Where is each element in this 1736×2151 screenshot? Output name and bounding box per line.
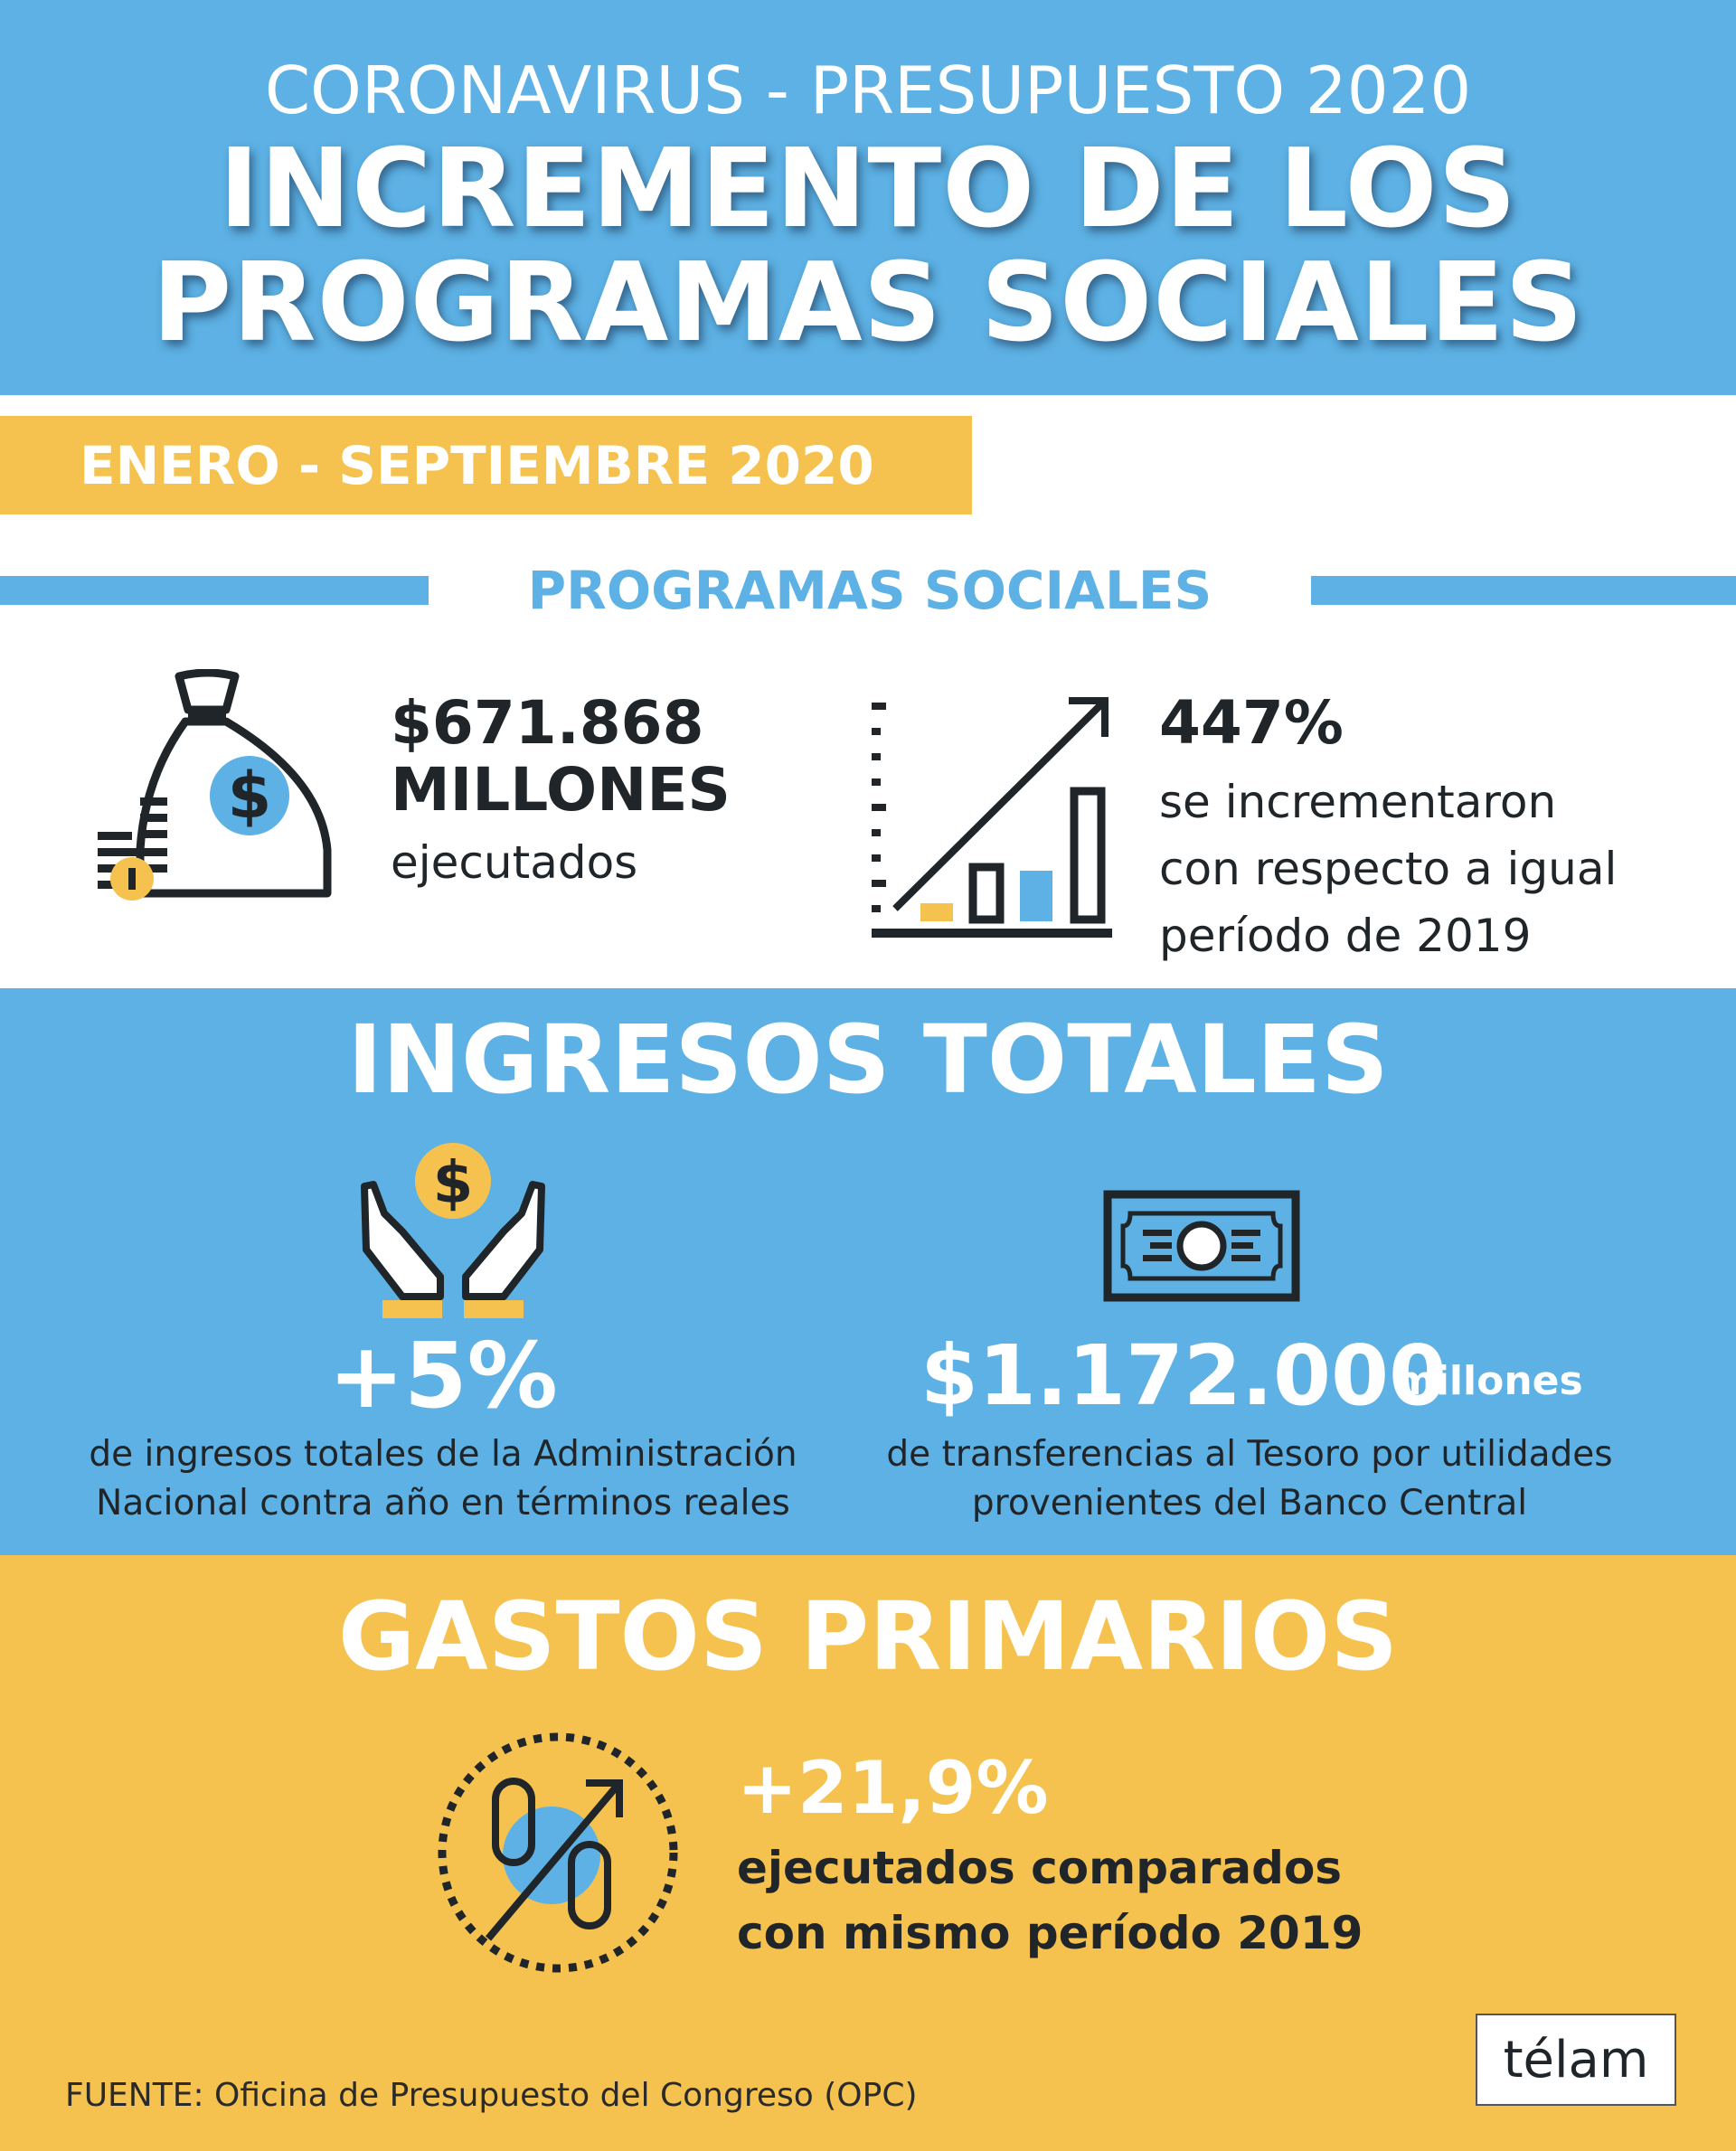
ingresos-right-unit: millones — [1394, 1358, 1583, 1404]
source-note: FUENTE: Oficina de Presupuesto del Congr… — [65, 2077, 918, 2114]
ingresos-right-value: $1.172.000 — [920, 1327, 1448, 1424]
gastos-desc-2: con mismo período 2019 — [737, 1907, 1363, 1959]
programas-amount-desc: ejecutados — [391, 836, 638, 889]
period-banner — [0, 416, 972, 514]
banknote-icon — [1103, 1190, 1300, 1302]
header-title-line1: INCREMENTO DE LOS — [219, 127, 1517, 252]
ingresos-section — [0, 988, 1736, 1555]
svg-text:$: $ — [433, 1150, 474, 1217]
programas-heading: PROGRAMAS SOCIALES — [527, 560, 1212, 621]
header-band — [0, 0, 1736, 395]
telam-logo: télam — [1476, 2014, 1676, 2106]
period-label: ENERO - SEPTIEMBRE 2020 — [80, 435, 874, 496]
ingresos-left-desc-2: Nacional contra año en términos reales — [96, 1483, 790, 1524]
gastos-heading: GASTOS PRIMARIOS — [337, 1581, 1399, 1692]
money-bag-icon: $ — [98, 669, 332, 901]
divider-left — [0, 576, 429, 605]
growth-chart-icon — [872, 697, 1112, 938]
programas-growth-desc-1: se incrementaron — [1159, 776, 1557, 828]
header-title-line2: PROGRAMAS SOCIALES — [152, 241, 1584, 366]
percent-up-icon — [438, 1732, 678, 1973]
header-kicker: CORONAVIRUS - PRESUPUESTO 2020 — [264, 52, 1472, 128]
programas-amount: $671.868 — [391, 688, 704, 758]
gastos-value: +21,9% — [737, 1746, 1049, 1830]
programas-growth: 447% — [1159, 688, 1344, 758]
gastos-section — [0, 1555, 1736, 2151]
gastos-desc-1: ejecutados comparados — [737, 1842, 1343, 1894]
telam-logo-text: télam — [1503, 2030, 1649, 2090]
ingresos-right-desc-2: provenientes del Banco Central — [971, 1483, 1528, 1524]
programas-growth-desc-3: período de 2019 — [1159, 910, 1532, 962]
programas-growth-desc-2: con respecto a igual — [1159, 843, 1618, 895]
ingresos-heading: INGRESOS TOTALES — [347, 1005, 1389, 1115]
ingresos-left-value: +5% — [328, 1323, 558, 1429]
hands-coin-icon: $ — [361, 1143, 545, 1318]
ingresos-left-desc-1: de ingresos totales de la Administración — [89, 1434, 797, 1475]
svg-text:$: $ — [228, 759, 272, 833]
programas-amount-unit: MILLONES — [391, 755, 731, 825]
divider-right — [1311, 576, 1736, 605]
ingresos-right-desc-1: de transferencias al Tesoro por utilidad… — [886, 1434, 1613, 1475]
